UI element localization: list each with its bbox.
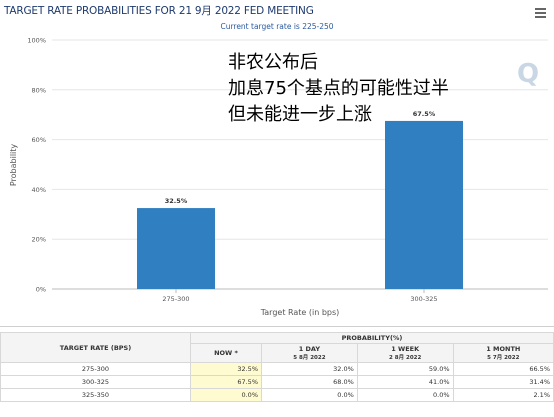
- now-cell: 67.5%: [190, 375, 262, 389]
- y-tick-label: 40%: [32, 186, 46, 194]
- probability-table: TARGET RATE (BPS) PROBABILITY(%) NOW * 1…: [0, 332, 554, 402]
- col-1week-header: 1 WEEK 2 8月 2022: [356, 343, 454, 363]
- rate-cell: 275-300: [0, 362, 191, 376]
- chart-title: TARGET RATE PROBABILITIES FOR 21 9月 2022…: [4, 5, 314, 17]
- table-row: 300-325 67.5% 68.0% 41.0% 31.4%: [0, 375, 554, 389]
- annotation-line-3: 但未能进一步上涨: [228, 104, 372, 125]
- now-cell: 32.5%: [190, 362, 262, 376]
- value-cell: 66.5%: [452, 362, 554, 376]
- table-row: 325-350 0.0% 0.0% 0.0% 2.1%: [0, 388, 554, 402]
- value-cell: 0.0%: [356, 388, 454, 402]
- y-axis-label: Probability: [9, 144, 18, 187]
- value-cell: 32.0%: [261, 362, 358, 376]
- bar-chart: 0% 20% 40% 60% 80% 100% 32.5% 67.5% 275-300 300…: [9, 37, 548, 317]
- y-tick-label: 60%: [32, 136, 46, 144]
- x-tick-label: 300-325: [410, 295, 437, 303]
- col-1day-header: 1 DAY 5 8月 2022: [261, 343, 358, 363]
- value-cell: 2.1%: [452, 388, 554, 402]
- target-rate-header: TARGET RATE (BPS): [0, 332, 191, 363]
- col-1month-header: 1 MONTH 5 7月 2022: [452, 343, 554, 363]
- value-cell: 31.4%: [452, 375, 554, 389]
- gridlines: [52, 39, 548, 290]
- x-tick-label: 275-300: [162, 295, 189, 303]
- menu-icon[interactable]: [535, 8, 546, 18]
- y-tick-label: 20%: [32, 236, 46, 244]
- annotation-line-1: 非农公布后: [228, 52, 318, 73]
- table-row: 275-300 32.5% 32.0% 59.0% 66.5%: [0, 362, 554, 376]
- bar-value-label: 67.5%: [413, 110, 436, 118]
- section-divider: [0, 326, 554, 327]
- y-tick-label: 100%: [27, 37, 46, 45]
- x-tick-labels: 275-300 300-325: [162, 289, 438, 303]
- x-axis-label: Target Rate (in bps): [260, 308, 340, 317]
- bar[interactable]: [385, 120, 463, 289]
- value-cell: 68.0%: [261, 375, 358, 389]
- y-tick-label: 80%: [32, 86, 46, 94]
- value-cell: 41.0%: [356, 375, 454, 389]
- now-cell: 0.0%: [190, 388, 262, 402]
- bar[interactable]: [137, 208, 215, 289]
- chart-subtitle: Current target rate is 225-250: [220, 22, 334, 31]
- value-cell: 0.0%: [261, 388, 358, 402]
- rate-cell: 300-325: [0, 375, 191, 389]
- y-tick-labels: 0% 20% 40% 60% 80% 100%: [27, 37, 46, 294]
- annotation-line-2: 加息75个基点的可能性过半: [228, 78, 449, 99]
- bars: 32.5% 67.5%: [137, 110, 463, 289]
- bar-value-label: 32.5%: [165, 197, 188, 205]
- rate-cell: 325-350: [0, 388, 191, 402]
- value-cell: 59.0%: [356, 362, 454, 376]
- y-tick-label: 0%: [36, 286, 46, 294]
- col-now-header: NOW *: [190, 343, 262, 363]
- annotation-overlay: 非农公布后 加息75个基点的可能性过半 但未能进一步上涨: [228, 50, 449, 128]
- probability-group-header: PROBABILITY(%): [190, 332, 554, 344]
- watermark-logo: Q: [517, 59, 539, 89]
